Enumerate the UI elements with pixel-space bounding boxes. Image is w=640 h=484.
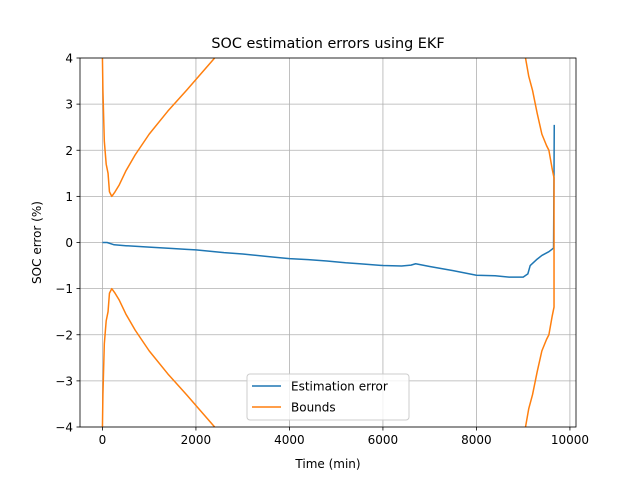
x-tick-label: 8000 <box>461 433 492 447</box>
legend: Estimation error Bounds <box>246 373 410 421</box>
series-line-bounds <box>524 58 555 427</box>
series-line-estimation-error <box>102 124 556 278</box>
series-line-bounds <box>101 287 216 427</box>
y-tick-label: 4 <box>65 52 73 66</box>
chart-title: SOC estimation errors using EKF <box>211 36 444 52</box>
axis-ticks: 0 2000 4000 6000 8000 10000 −4 −3 −2 −1 0 1 2 3 4 <box>55 52 589 448</box>
x-tick-label: 2000 <box>181 433 212 447</box>
legend-box <box>246 373 410 421</box>
x-axis-label: Time (min) <box>294 457 360 471</box>
y-tick-label: 2 <box>65 144 73 158</box>
legend-label-bounds: Bounds <box>291 401 336 415</box>
y-tick-label: 0 <box>65 236 73 250</box>
plot-series <box>101 58 556 427</box>
y-tick-label: −1 <box>55 282 73 296</box>
series-line-bounds <box>101 58 216 198</box>
x-tick-label: 4000 <box>274 433 305 447</box>
legend-label-estimation-error: Estimation error <box>291 380 388 394</box>
y-tick-label: −3 <box>55 374 73 388</box>
y-tick-label: −4 <box>55 421 73 435</box>
x-tick-label: 6000 <box>368 433 399 447</box>
x-tick-label: 10000 <box>551 433 589 447</box>
y-axis-label: SOC error (%) <box>30 201 44 284</box>
y-tick-label: −2 <box>55 328 73 342</box>
y-tick-label: 3 <box>65 98 73 112</box>
y-tick-label: 1 <box>65 190 73 204</box>
x-tick-label: 0 <box>99 433 107 447</box>
